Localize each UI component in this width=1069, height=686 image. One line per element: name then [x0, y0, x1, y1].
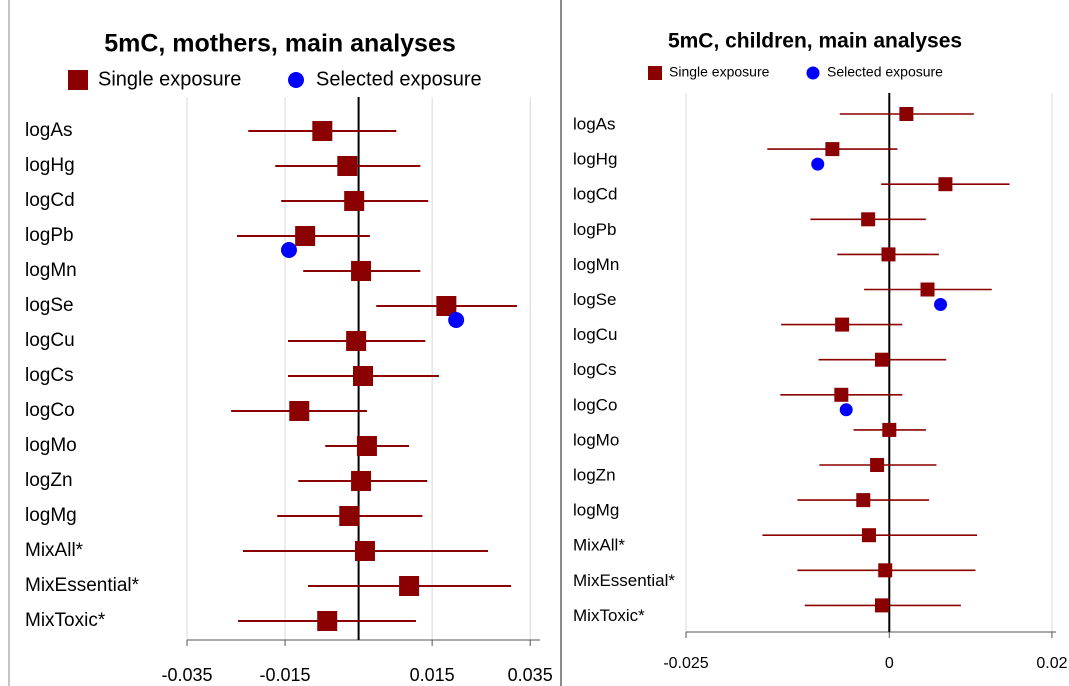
- x-tick-label: 0.02: [1036, 655, 1067, 672]
- row-label: logCu: [573, 325, 617, 344]
- estimate-square: [938, 177, 953, 192]
- chart-title: 5mC, children, main analyses: [668, 30, 962, 53]
- row-label: logPb: [573, 220, 616, 239]
- x-tick-label: -0.015: [260, 665, 311, 685]
- row-label: logSe: [573, 290, 616, 309]
- row-label: MixToxic*: [573, 606, 645, 625]
- estimate-square: [312, 121, 333, 141]
- estimate-square: [870, 458, 885, 472]
- x-tick-label: 0.035: [508, 665, 553, 685]
- legend-swatch: [288, 72, 304, 88]
- legend-label: Single exposure: [669, 64, 770, 80]
- legend-label: Selected exposure: [316, 68, 482, 90]
- row-label: logMg: [573, 501, 619, 520]
- row-label: logHg: [25, 155, 75, 176]
- estimate-square: [354, 541, 375, 561]
- row-label: MixEssential*: [25, 575, 140, 596]
- estimate-square: [346, 331, 367, 351]
- estimate-square: [856, 493, 871, 508]
- estimate-square: [834, 387, 849, 402]
- legend-swatch: [68, 70, 88, 90]
- estimate-square: [874, 352, 889, 367]
- legend-label: Selected exposure: [827, 64, 943, 80]
- x-tick-label: -0.025: [663, 655, 708, 672]
- estimate-square: [881, 247, 896, 262]
- x-tick-label: -0.035: [161, 665, 212, 685]
- estimate-square: [874, 598, 889, 613]
- row-label: logCu: [25, 330, 75, 351]
- estimate-dot: [934, 298, 948, 311]
- row-label: logCs: [573, 360, 616, 379]
- legend-label: Single exposure: [98, 68, 241, 90]
- row-label: logMn: [25, 260, 77, 281]
- estimate-square: [289, 401, 310, 421]
- estimate-square: [339, 506, 360, 526]
- x-tick-label: 0.015: [410, 665, 455, 685]
- estimate-square: [344, 191, 365, 211]
- row-label: logCo: [573, 395, 617, 414]
- row-label: logCd: [573, 185, 617, 204]
- row-label: logMn: [573, 255, 619, 274]
- estimate-square: [825, 142, 840, 157]
- estimate-dot: [811, 157, 825, 171]
- row-label: MixEssential*: [573, 571, 675, 590]
- row-label: logSe: [25, 295, 74, 316]
- row-label: logMo: [573, 430, 619, 449]
- row-label: logMo: [25, 435, 77, 456]
- row-label: logZn: [25, 470, 73, 491]
- chart-title: 5mC, mothers, main analyses: [104, 30, 456, 58]
- estimate-square: [835, 317, 850, 332]
- estimate-square: [295, 226, 316, 246]
- estimate-square: [337, 156, 358, 176]
- estimate-dot: [839, 403, 853, 417]
- row-label: MixToxic*: [25, 610, 106, 631]
- estimate-square: [317, 611, 338, 631]
- estimate-square: [351, 471, 372, 491]
- estimate-dot: [280, 242, 297, 258]
- row-label: logPb: [25, 225, 74, 246]
- estimate-dot: [448, 312, 465, 328]
- estimate-square: [351, 261, 372, 281]
- row-label: logCs: [25, 365, 74, 386]
- legend-swatch: [806, 66, 820, 80]
- estimate-square: [882, 422, 897, 437]
- row-label: logZn: [573, 465, 616, 484]
- legend-swatch: [648, 66, 662, 80]
- estimate-square: [899, 107, 914, 121]
- row-label: logCo: [25, 400, 75, 421]
- estimate-square: [861, 212, 876, 227]
- estimate-square: [399, 576, 420, 596]
- estimate-square: [353, 366, 374, 386]
- row-label: MixAll*: [25, 540, 84, 561]
- row-label: logAs: [25, 120, 73, 141]
- x-tick-label: 0: [885, 655, 894, 672]
- row-label: MixAll*: [573, 536, 625, 555]
- estimate-square: [436, 296, 457, 316]
- estimate-square: [878, 563, 893, 578]
- estimate-square: [356, 436, 377, 456]
- estimate-square: [920, 282, 935, 297]
- row-label: logAs: [573, 114, 616, 133]
- row-label: logMg: [25, 505, 77, 526]
- row-label: logHg: [573, 150, 617, 169]
- row-label: logCd: [25, 190, 75, 211]
- estimate-square: [861, 528, 876, 543]
